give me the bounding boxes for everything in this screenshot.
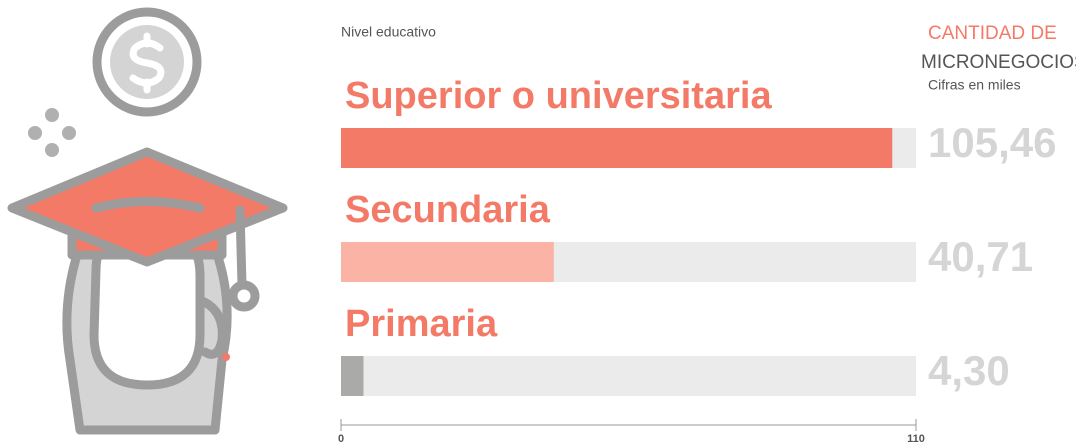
graduate-icon	[12, 12, 283, 430]
bar	[341, 242, 554, 282]
x-tick-label: 110	[907, 433, 925, 445]
value-label: 40,71	[928, 233, 1033, 280]
value-heading: MICRONEGOCIOS	[921, 52, 1076, 73]
unit-note: Cifras en miles	[928, 77, 1021, 93]
x-tick-label: 0	[338, 433, 344, 445]
category-label: Secundaria	[345, 189, 551, 231]
bar	[341, 128, 892, 168]
category-label: Superior o universitaria	[345, 75, 772, 117]
category-label: Primaria	[345, 303, 498, 345]
value-heading: CANTIDAD DE	[928, 23, 1057, 44]
axis-label: Nivel educativo	[341, 24, 436, 40]
value-label: 105,46	[928, 119, 1056, 166]
value-label: 4,30	[928, 347, 1010, 394]
bar-track	[341, 356, 916, 396]
bar	[341, 356, 363, 396]
chart: Nivel educativo CANTIDAD DE MICRONEGOCIO…	[0, 0, 1076, 447]
